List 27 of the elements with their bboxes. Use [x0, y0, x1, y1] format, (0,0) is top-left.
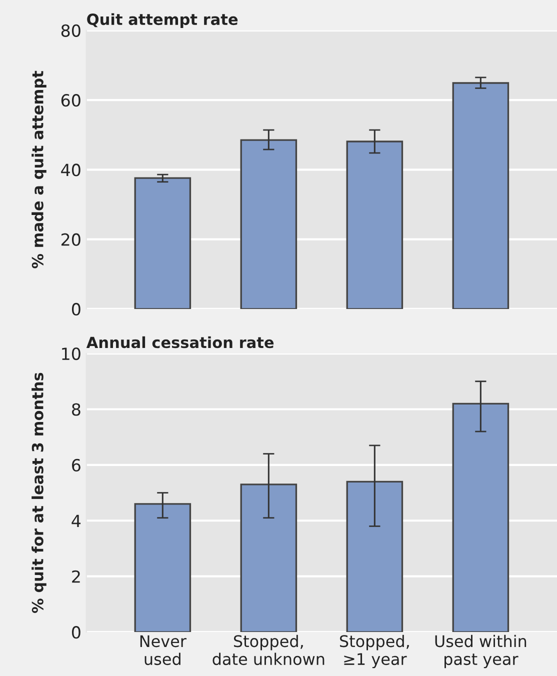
x-tick-label: Stopped, ≥1 year	[340, 634, 409, 668]
bar	[452, 402, 510, 632]
y-tick-label: 10	[62, 347, 80, 360]
chart-title: Annual cessation rate	[86, 336, 274, 348]
bar	[240, 139, 298, 309]
chart-title: Quit attempt rate	[87, 13, 238, 28]
y-tick-label: 60	[61, 94, 80, 107]
y-tick-label: 2	[72, 570, 80, 583]
y-tick-label: 0	[72, 302, 80, 316]
y-tick-label: 20	[61, 233, 80, 246]
y-tick-label: 8	[72, 403, 80, 416]
x-tick-label: Never used	[140, 635, 186, 666]
y-axis-title: % quit for at least 3 months	[32, 372, 46, 613]
bar	[240, 484, 298, 632]
y-tick-label: 40	[61, 164, 80, 176]
x-tick-label: Stopped, date unknown	[212, 634, 324, 666]
y-tick-label: 0	[72, 626, 80, 639]
bar	[134, 177, 192, 309]
bar	[134, 503, 192, 632]
y-tick-label: 6	[72, 458, 80, 472]
bar	[346, 480, 404, 632]
y-tick-label: 4	[72, 514, 81, 527]
x-tick-label: Used within past year	[435, 634, 526, 668]
bar	[452, 82, 510, 309]
y-tick-label: 80	[61, 24, 80, 37]
y-axis-title: % made a quit attempt	[32, 70, 46, 268]
bar	[346, 140, 404, 309]
